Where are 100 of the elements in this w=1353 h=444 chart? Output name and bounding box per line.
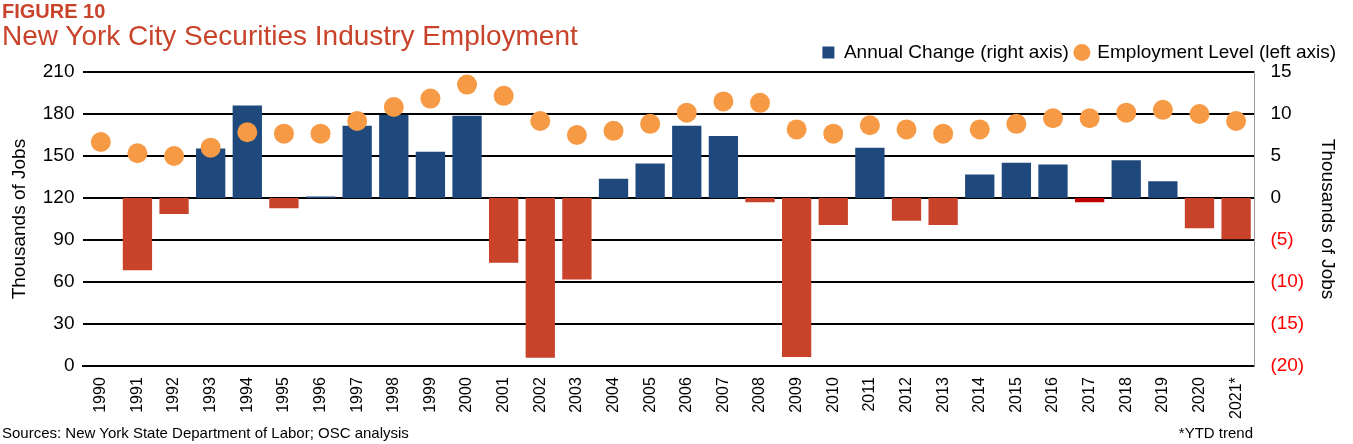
point [273, 123, 294, 144]
y-tick-label: 150 [42, 144, 75, 166]
bar [122, 198, 153, 271]
x-tick-label: 1999 [420, 377, 438, 413]
x-tick-label: 1992 [164, 377, 182, 413]
bar [928, 198, 958, 225]
x-tick-label: 2016 [1043, 377, 1061, 413]
bar [1148, 181, 1178, 199]
bar [891, 198, 922, 221]
point [1152, 99, 1173, 120]
x-tick-label: 1997 [347, 377, 365, 413]
bar [1038, 164, 1068, 199]
y-tick-label: 30 [53, 312, 75, 334]
bar [818, 198, 848, 225]
bar [1074, 198, 1105, 203]
point [603, 120, 624, 141]
text: *YTD trend [1178, 424, 1253, 441]
x-tick-label: 2021* [1226, 377, 1244, 420]
y-tick-label: 90 [53, 228, 75, 250]
point [933, 123, 954, 144]
bar [1184, 198, 1215, 229]
x-tick-label: 2009 [787, 377, 805, 413]
bar [159, 198, 189, 215]
point [347, 111, 368, 132]
y2-tick-label: (20) [1270, 354, 1305, 376]
y-tick-label: 180 [42, 102, 75, 124]
x-tick-label: 2004 [603, 377, 621, 413]
y2-tick-label: (5) [1270, 228, 1294, 250]
x-tick-label: 1991 [127, 377, 145, 413]
x-tick-label: 2013 [933, 377, 951, 413]
point [310, 123, 331, 144]
bar [1001, 162, 1032, 199]
point [1042, 108, 1063, 129]
y-tick-label: 210 [42, 60, 75, 82]
x-tick-label: 2015 [1006, 377, 1024, 413]
y2-axis-title: Thousands of Jobs [1318, 138, 1340, 300]
point [1226, 111, 1247, 132]
bar [415, 151, 446, 199]
x-tick-label: 2002 [530, 377, 548, 413]
y2-tick-label: (10) [1270, 270, 1305, 292]
x-tick-label: 2017 [1080, 377, 1098, 413]
y-tick-label: 120 [42, 186, 75, 208]
point [859, 115, 880, 136]
legend-label: Annual Change (right axis) [843, 40, 1069, 62]
point [420, 88, 441, 109]
point [457, 74, 478, 95]
y2-tick-label: 15 [1270, 60, 1292, 82]
point [896, 119, 917, 140]
x-tick-label: 2014 [970, 377, 988, 413]
point [200, 137, 221, 158]
bar [598, 178, 629, 199]
point [1116, 102, 1137, 123]
bar [489, 198, 519, 263]
point [530, 111, 551, 132]
x-tick-label: 1994 [237, 377, 255, 413]
x-tick-label: 2012 [896, 377, 914, 413]
point [237, 122, 258, 143]
x-tick-label: 2003 [567, 377, 585, 413]
y2-tick-label: 0 [1270, 186, 1281, 208]
point [750, 92, 771, 113]
x-tick-label: 2008 [750, 377, 768, 413]
bar [708, 135, 739, 199]
bar [745, 198, 775, 203]
x-tick-label: 2010 [823, 377, 841, 413]
legend-label: Employment Level (left axis) [1097, 40, 1337, 62]
bar [196, 148, 226, 199]
bar [672, 125, 702, 199]
bar [965, 174, 995, 199]
bar [781, 198, 812, 357]
point [383, 97, 404, 118]
point [566, 125, 587, 146]
source-note: Sources: New York State Department of Labor; OSC analysis [2, 424, 409, 441]
point [786, 119, 807, 140]
x-tick-label: 1998 [384, 377, 402, 413]
point [676, 102, 697, 123]
bar [1111, 160, 1141, 199]
x-tick-label: 2020 [1189, 377, 1207, 413]
y2-tick-label: 5 [1270, 144, 1281, 166]
y2-tick-label: (15) [1270, 312, 1305, 334]
point [1079, 108, 1100, 129]
bar [452, 115, 482, 199]
point [127, 143, 148, 164]
bar [269, 198, 299, 209]
point [969, 119, 990, 140]
point [1006, 113, 1027, 134]
point [823, 123, 844, 144]
x-tick-label: 2019 [1153, 377, 1171, 413]
point [90, 132, 111, 153]
bar [379, 114, 409, 199]
x-tick-label: 1990 [91, 377, 109, 413]
bar [562, 198, 592, 280]
chart-title: FIGURE 10 [2, 0, 106, 23]
bar [525, 198, 555, 358]
x-tick-label: 1996 [310, 377, 328, 413]
chart-subtitle: New York City Securities Industry Employment [2, 20, 578, 52]
y-axis-title: Thousands of Jobs [7, 138, 29, 300]
x-tick-label: 1993 [201, 377, 219, 413]
x-tick-label: 2001 [494, 377, 512, 413]
x-tick-label: 2005 [640, 377, 658, 413]
bar [1221, 198, 1251, 240]
